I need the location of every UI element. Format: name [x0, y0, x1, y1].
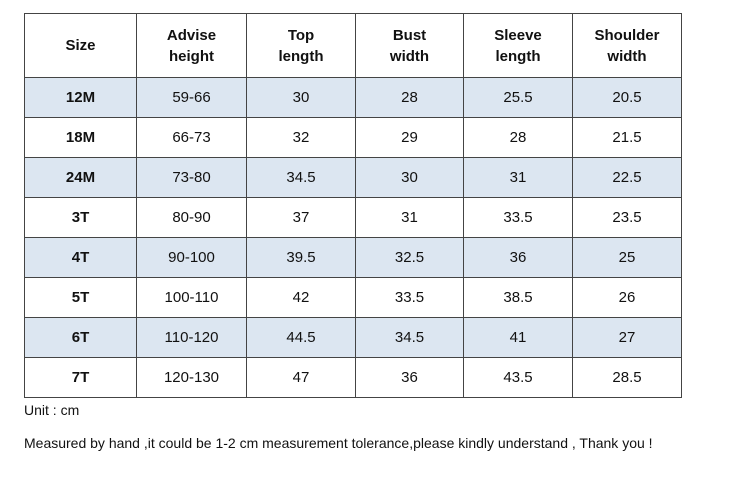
value-cell: 41 [463, 317, 573, 358]
value-cell: 120-130 [136, 357, 247, 398]
size-cell: 7T [24, 357, 137, 398]
value-cell: 73-80 [136, 157, 247, 198]
value-cell: 42 [246, 277, 356, 318]
value-cell: 21.5 [572, 117, 682, 158]
header-cell: Top length [246, 13, 356, 78]
table-row: 3T 80-90 37 31 33.5 23.5 [24, 197, 682, 238]
value-cell: 110-120 [136, 317, 247, 358]
value-cell: 80-90 [136, 197, 247, 238]
unit-note: Unit : cm [24, 402, 80, 418]
value-cell: 33.5 [355, 277, 464, 318]
value-cell: 32.5 [355, 237, 464, 278]
value-cell: 26 [572, 277, 682, 318]
header-cell: Shoulder width [572, 13, 682, 78]
value-cell: 38.5 [463, 277, 573, 318]
header-text: Bust width [389, 26, 430, 65]
value-cell: 23.5 [572, 197, 682, 238]
table-body: 12M 59-66 30 28 25.5 20.5 18M 66-73 32 29 28 21.5 24… [24, 77, 682, 398]
value-cell: 22.5 [572, 157, 682, 198]
value-cell: 28.5 [572, 357, 682, 398]
disclaimer: Measured by hand ,it could be 1-2 cm mea… [24, 435, 653, 451]
value-cell: 31 [463, 157, 573, 198]
table-row: 6T 110-120 44.5 34.5 41 27 [24, 317, 682, 358]
value-cell: 34.5 [246, 157, 356, 198]
table-row: 5T 100-110 42 33.5 38.5 26 [24, 277, 682, 318]
header-cell: Advise height [136, 13, 247, 78]
header-text: Sleeve length [494, 26, 542, 65]
value-cell: 25 [572, 237, 682, 278]
value-cell: 32 [246, 117, 356, 158]
size-cell: 18M [24, 117, 137, 158]
value-cell: 20.5 [572, 77, 682, 118]
size-cell: 24M [24, 157, 137, 198]
value-cell: 28 [463, 117, 573, 158]
header-cell: Sleeve length [463, 13, 573, 78]
header-cell: Bust width [355, 13, 464, 78]
value-cell: 31 [355, 197, 464, 238]
value-cell: 25.5 [463, 77, 573, 118]
value-cell: 59-66 [136, 77, 247, 118]
value-cell: 90-100 [136, 237, 247, 278]
value-cell: 44.5 [246, 317, 356, 358]
value-cell: 39.5 [246, 237, 356, 278]
value-cell: 47 [246, 357, 356, 398]
size-cell: 3T [24, 197, 137, 238]
value-cell: 27 [572, 317, 682, 358]
value-cell: 66-73 [136, 117, 247, 158]
table-row: 7T 120-130 47 36 43.5 28.5 [24, 357, 682, 398]
value-cell: 36 [463, 237, 573, 278]
header-cell: Size [24, 13, 137, 78]
value-cell: 29 [355, 117, 464, 158]
value-cell: 36 [355, 357, 464, 398]
size-table: Size Advise height Top length Bust width Sle… [24, 13, 682, 398]
value-cell: 33.5 [463, 197, 573, 238]
size-cell: 6T [24, 317, 137, 358]
header-text: Size [65, 37, 96, 54]
value-cell: 28 [355, 77, 464, 118]
header-row: Size Advise height Top length Bust width Sle… [24, 13, 682, 78]
table-row: 24M 73-80 34.5 30 31 22.5 [24, 157, 682, 198]
table-row: 12M 59-66 30 28 25.5 20.5 [24, 77, 682, 118]
value-cell: 34.5 [355, 317, 464, 358]
size-cell: 5T [24, 277, 137, 318]
header-text: Advise height [166, 26, 217, 65]
value-cell: 30 [355, 157, 464, 198]
table-row: 4T 90-100 39.5 32.5 36 25 [24, 237, 682, 278]
table-row: 18M 66-73 32 29 28 21.5 [24, 117, 682, 158]
value-cell: 30 [246, 77, 356, 118]
value-cell: 100-110 [136, 277, 247, 318]
size-cell: 12M [24, 77, 137, 118]
value-cell: 43.5 [463, 357, 573, 398]
header-text: Shoulder width [594, 26, 660, 65]
size-cell: 4T [24, 237, 137, 278]
header-text: Top length [278, 26, 324, 65]
value-cell: 37 [246, 197, 356, 238]
